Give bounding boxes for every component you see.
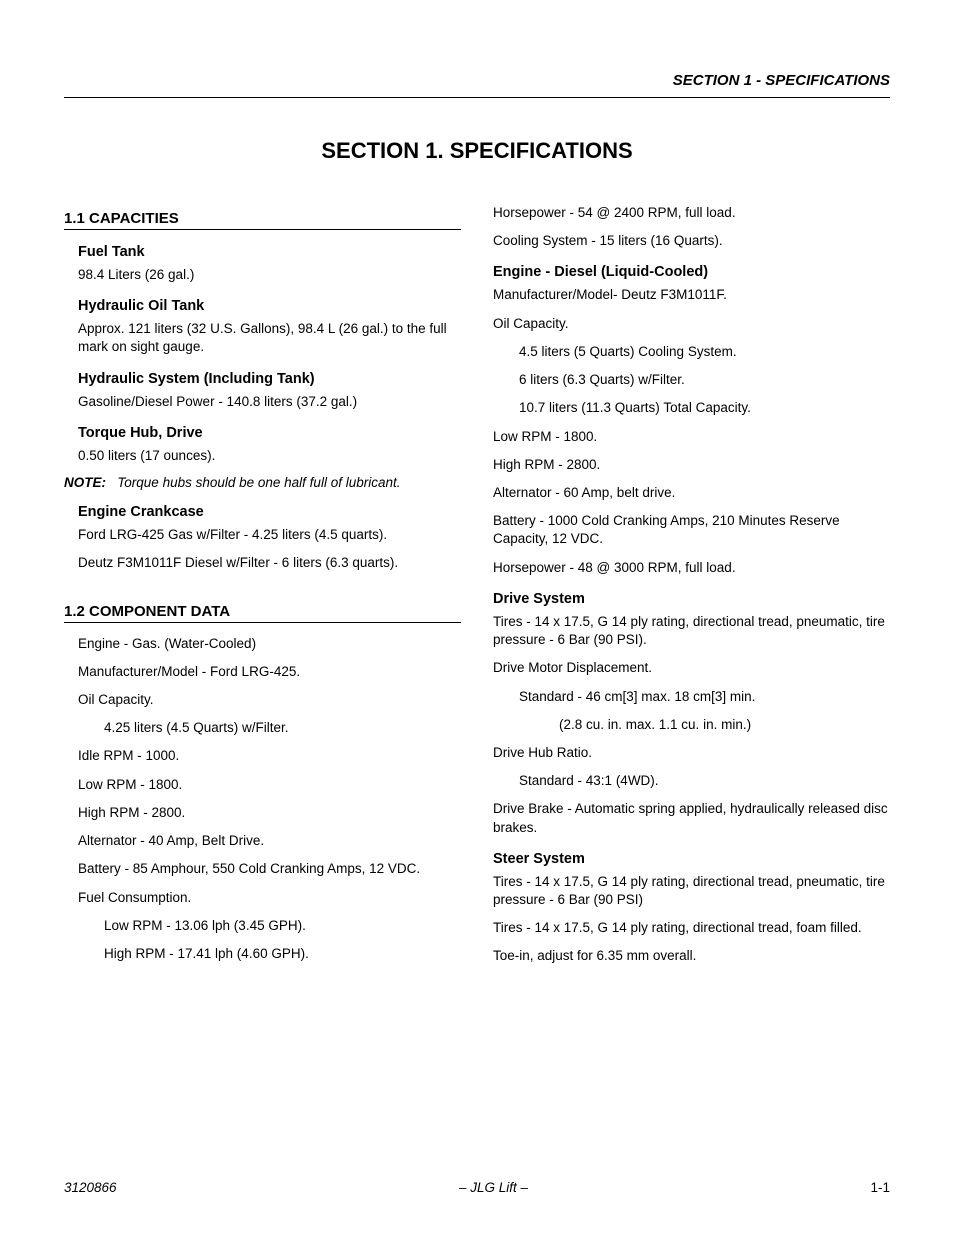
text-ds4: Drive Brake - Automatic spring applied, … — [493, 800, 890, 836]
heading-capacities: 1.1 CAPACITIES — [64, 210, 461, 230]
text-cd-2: Manufacturer/Model - Ford LRG-425. — [64, 663, 461, 681]
header-section-label: SECTION 1 - SPECIFICATIONS — [64, 72, 890, 89]
text-cd-9: Fuel Consumption. — [64, 889, 461, 907]
footer: 3120866 – JLG Lift – 1-1 — [64, 1180, 890, 1195]
footer-right: 1-1 — [870, 1180, 890, 1195]
sub-hydraulic-system: Hydraulic System (Including Tank) — [64, 371, 461, 387]
sub-hydraulic-oil: Hydraulic Oil Tank — [64, 298, 461, 314]
right-column: Horsepower - 54 @ 2400 RPM, full load. C… — [493, 204, 890, 976]
left-column: 1.1 CAPACITIES Fuel Tank 98.4 Liters (26… — [64, 204, 461, 976]
content-columns: 1.1 CAPACITIES Fuel Tank 98.4 Liters (26… — [64, 204, 890, 976]
text-ds2b: (2.8 cu. in. max. 1.1 cu. in. min.) — [493, 716, 890, 734]
note-torque: NOTE: Torque hubs should be one half ful… — [64, 475, 461, 490]
text-ds3: Drive Hub Ratio. — [493, 744, 890, 762]
text-d4: High RPM - 2800. — [493, 456, 890, 474]
section-title: SECTION 1. SPECIFICATIONS — [64, 138, 890, 164]
sub-drive-system: Drive System — [493, 591, 890, 607]
text-d2: Oil Capacity. — [493, 315, 890, 333]
text-d1: Manufacturer/Model- Deutz F3M1011F. — [493, 286, 890, 304]
text-ds3a: Standard - 43:1 (4WD). — [493, 772, 890, 790]
text-cd-1: Engine - Gas. (Water-Cooled) — [64, 635, 461, 653]
text-d5: Alternator - 60 Amp, belt drive. — [493, 484, 890, 502]
text-cd-9b: High RPM - 17.41 lph (4.60 GPH). — [64, 945, 461, 963]
sub-torque-hub: Torque Hub, Drive — [64, 425, 461, 441]
text-ss3: Toe-in, adjust for 6.35 mm overall. — [493, 947, 890, 965]
text-cd-4: Idle RPM - 1000. — [64, 747, 461, 765]
text-d2c: 10.7 liters (11.3 Quarts) Total Capacity… — [493, 399, 890, 417]
text-r1: Horsepower - 54 @ 2400 RPM, full load. — [493, 204, 890, 222]
footer-center: – JLG Lift – — [459, 1180, 528, 1195]
text-ds1: Tires - 14 x 17.5, G 14 ply rating, dire… — [493, 613, 890, 649]
text-crankcase-1: Ford LRG-425 Gas w/Filter - 4.25 liters … — [64, 526, 461, 544]
note-label: NOTE: — [64, 475, 106, 490]
text-cd-7: Alternator - 40 Amp, Belt Drive. — [64, 832, 461, 850]
sub-fuel-tank: Fuel Tank — [64, 244, 461, 260]
text-d6: Battery - 1000 Cold Cranking Amps, 210 M… — [493, 512, 890, 548]
text-hydraulic-oil: Approx. 121 liters (32 U.S. Gallons), 98… — [64, 320, 461, 356]
text-cd-9a: Low RPM - 13.06 lph (3.45 GPH). — [64, 917, 461, 935]
text-ss1: Tires - 14 x 17.5, G 14 ply rating, dire… — [493, 873, 890, 909]
heading-component-data: 1.2 COMPONENT DATA — [64, 603, 461, 623]
sub-steer-system: Steer System — [493, 851, 890, 867]
text-d2b: 6 liters (6.3 Quarts) w/Filter. — [493, 371, 890, 389]
text-r2: Cooling System - 15 liters (16 Quarts). — [493, 232, 890, 250]
text-torque-hub: 0.50 liters (17 ounces). — [64, 447, 461, 465]
text-cd-5: Low RPM - 1800. — [64, 776, 461, 794]
text-cd-8: Battery - 85 Amphour, 550 Cold Cranking … — [64, 860, 461, 878]
text-ds2a: Standard - 46 cm[3] max. 18 cm[3] min. — [493, 688, 890, 706]
text-d7: Horsepower - 48 @ 3000 RPM, full load. — [493, 559, 890, 577]
sub-crankcase: Engine Crankcase — [64, 504, 461, 520]
text-cd-3: Oil Capacity. — [64, 691, 461, 709]
text-d3: Low RPM - 1800. — [493, 428, 890, 446]
note-body: Torque hubs should be one half full of l… — [117, 475, 400, 490]
text-ds2: Drive Motor Displacement. — [493, 659, 890, 677]
text-ss2: Tires - 14 x 17.5, G 14 ply rating, dire… — [493, 919, 890, 937]
text-crankcase-2: Deutz F3M1011F Diesel w/Filter - 6 liter… — [64, 554, 461, 572]
sub-diesel: Engine - Diesel (Liquid-Cooled) — [493, 264, 890, 280]
header-rule — [64, 97, 890, 98]
text-hydraulic-system: Gasoline/Diesel Power - 140.8 liters (37… — [64, 393, 461, 411]
text-cd-3a: 4.25 liters (4.5 Quarts) w/Filter. — [64, 719, 461, 737]
footer-left: 3120866 — [64, 1180, 117, 1195]
text-d2a: 4.5 liters (5 Quarts) Cooling System. — [493, 343, 890, 361]
text-cd-6: High RPM - 2800. — [64, 804, 461, 822]
text-fuel-tank: 98.4 Liters (26 gal.) — [64, 266, 461, 284]
